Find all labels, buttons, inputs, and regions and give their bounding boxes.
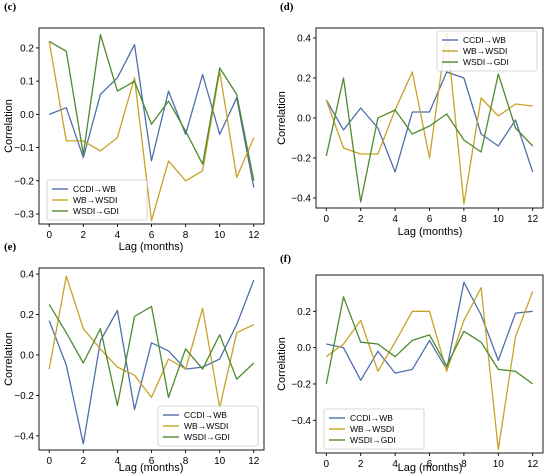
y-tick-label: 0.2 bbox=[297, 307, 311, 318]
x-tick-label: 2 bbox=[358, 214, 364, 225]
x-tick-label: 0 bbox=[324, 459, 330, 470]
x-tick-label: 10 bbox=[214, 230, 226, 241]
x-tick-label: 0 bbox=[46, 230, 52, 241]
series-line-ccdi-to-wb bbox=[48, 43, 255, 188]
panel-e: (e) 0 2 4 6 8 10 12 0.4 0.2 0.0 −0.2 −0.4 Lag (months… bbox=[3, 241, 265, 474]
legend-entry: WSDI→GDI bbox=[463, 57, 509, 67]
y-axis-label: Correlation bbox=[276, 91, 288, 145]
x-tick-label: 8 bbox=[183, 230, 189, 241]
panel-c: (c) 0 2 4 6 8 10 12 0.2 0.1 0.0 −0.1 −0.2 −0.3 Lag (mo… bbox=[3, 1, 265, 253]
legend-entry: WB→WSDI bbox=[184, 421, 228, 431]
legend-entry: WB→WSDI bbox=[463, 46, 507, 56]
x-tick-label: 8 bbox=[461, 459, 467, 470]
x-tick-label: 10 bbox=[214, 456, 226, 467]
panel-label: (f) bbox=[280, 253, 291, 265]
y-tick-label: 0.4 bbox=[297, 34, 311, 45]
series-line-wsdi-to-gdi bbox=[325, 296, 534, 385]
series-line-ccdi-to-wb bbox=[48, 279, 255, 445]
series-line-wsdi-to-gdi bbox=[325, 73, 534, 203]
panel-f: (f) 0 2 4 6 8 10 12 0.2 0.0 −0.2 −0.4 Lag (months) Co… bbox=[276, 253, 544, 474]
x-tick-label: 4 bbox=[115, 456, 121, 467]
y-tick-label: −0.4 bbox=[291, 194, 311, 205]
legend-entry: CCDI→WB bbox=[73, 184, 116, 194]
y-tick-label: 0.2 bbox=[20, 310, 34, 321]
series-line-ccdi-to-wb bbox=[325, 71, 534, 173]
x-tick-label: 0 bbox=[324, 214, 330, 225]
x-tick-label: 8 bbox=[461, 214, 467, 225]
legend-box bbox=[436, 30, 538, 72]
y-axis-label: Correlation bbox=[276, 337, 288, 391]
panel-d: (d) 0 2 4 6 8 10 12 0.4 0.2 0.0 −0.2 −0.4 Lag (months… bbox=[276, 1, 544, 238]
y-tick-label: 0.0 bbox=[20, 350, 34, 361]
y-tick-label: −0.3 bbox=[14, 210, 34, 221]
x-tick-label: 8 bbox=[183, 456, 189, 467]
legend-entry: CCDI→WB bbox=[350, 413, 393, 423]
series-line-wsdi-to-gdi bbox=[48, 304, 255, 407]
x-tick-label: 0 bbox=[46, 456, 52, 467]
y-tick-label: 0.2 bbox=[20, 43, 34, 54]
x-tick-label: 12 bbox=[527, 459, 539, 470]
panel-label: (d) bbox=[280, 1, 294, 13]
x-axis-label: Lag (months) bbox=[119, 462, 184, 474]
legend-entry: WSDI→GDI bbox=[350, 435, 396, 445]
x-tick-label: 6 bbox=[427, 214, 433, 225]
x-tick-label: 12 bbox=[248, 456, 260, 467]
y-axis-label: Correlation bbox=[3, 99, 15, 153]
y-tick-label: −0.1 bbox=[14, 143, 34, 154]
x-tick-label: 4 bbox=[115, 230, 121, 241]
y-tick-label: 0.1 bbox=[20, 77, 34, 88]
legend-entry: WSDI→GDI bbox=[184, 432, 230, 442]
legend-box bbox=[157, 405, 259, 447]
y-tick-label: 0.4 bbox=[20, 270, 34, 281]
y-axis-label: Correlation bbox=[3, 332, 15, 386]
y-tick-label: −0.4 bbox=[14, 431, 34, 442]
legend-entry: WSDI→GDI bbox=[73, 206, 119, 216]
series-line-wb-to-wsdi bbox=[48, 275, 255, 409]
x-tick-label: 10 bbox=[493, 459, 505, 470]
legend-entry: CCDI→WB bbox=[184, 410, 227, 420]
x-tick-label: 12 bbox=[527, 214, 539, 225]
series-line-ccdi-to-wb bbox=[326, 281, 533, 381]
legend-entry: CCDI→WB bbox=[463, 35, 506, 45]
series-line-wsdi-to-gdi bbox=[48, 33, 255, 181]
x-tick-label: 4 bbox=[392, 459, 398, 470]
legend-entry: WB→WSDI bbox=[73, 195, 117, 205]
y-tick-label: −0.2 bbox=[14, 391, 34, 402]
y-tick-label: 0.2 bbox=[297, 74, 311, 85]
series-line-wb-to-wsdi bbox=[325, 31, 533, 205]
x-axis-label: Lag (months) bbox=[398, 226, 463, 238]
legend-entry: WB→WSDI bbox=[350, 424, 394, 434]
y-tick-label: 0.0 bbox=[297, 343, 311, 354]
y-tick-label: −0.2 bbox=[14, 176, 34, 187]
y-tick-label: −0.2 bbox=[291, 379, 311, 390]
panel-label: (e) bbox=[4, 241, 17, 253]
series-line-wb-to-wsdi bbox=[325, 287, 534, 451]
x-axis-label: Lag (months) bbox=[398, 462, 463, 474]
x-tick-label: 6 bbox=[149, 456, 155, 467]
legend-box bbox=[46, 179, 148, 221]
x-tick-label: 2 bbox=[81, 456, 87, 467]
y-tick-label: −0.2 bbox=[291, 154, 311, 165]
y-tick-label: 0.0 bbox=[297, 114, 311, 125]
panel-label: (c) bbox=[4, 1, 17, 13]
y-tick-label: 0.0 bbox=[20, 110, 34, 121]
x-tick-label: 10 bbox=[493, 214, 505, 225]
legend-box bbox=[323, 408, 425, 450]
x-tick-label: 2 bbox=[358, 459, 364, 470]
x-tick-label: 4 bbox=[392, 214, 398, 225]
y-tick-label: −0.4 bbox=[291, 416, 311, 427]
x-tick-label: 12 bbox=[248, 230, 260, 241]
x-tick-label: 6 bbox=[149, 230, 155, 241]
x-axis-label: Lag (months) bbox=[119, 241, 184, 253]
x-tick-label: 2 bbox=[81, 230, 87, 241]
x-tick-label: 6 bbox=[427, 459, 433, 470]
